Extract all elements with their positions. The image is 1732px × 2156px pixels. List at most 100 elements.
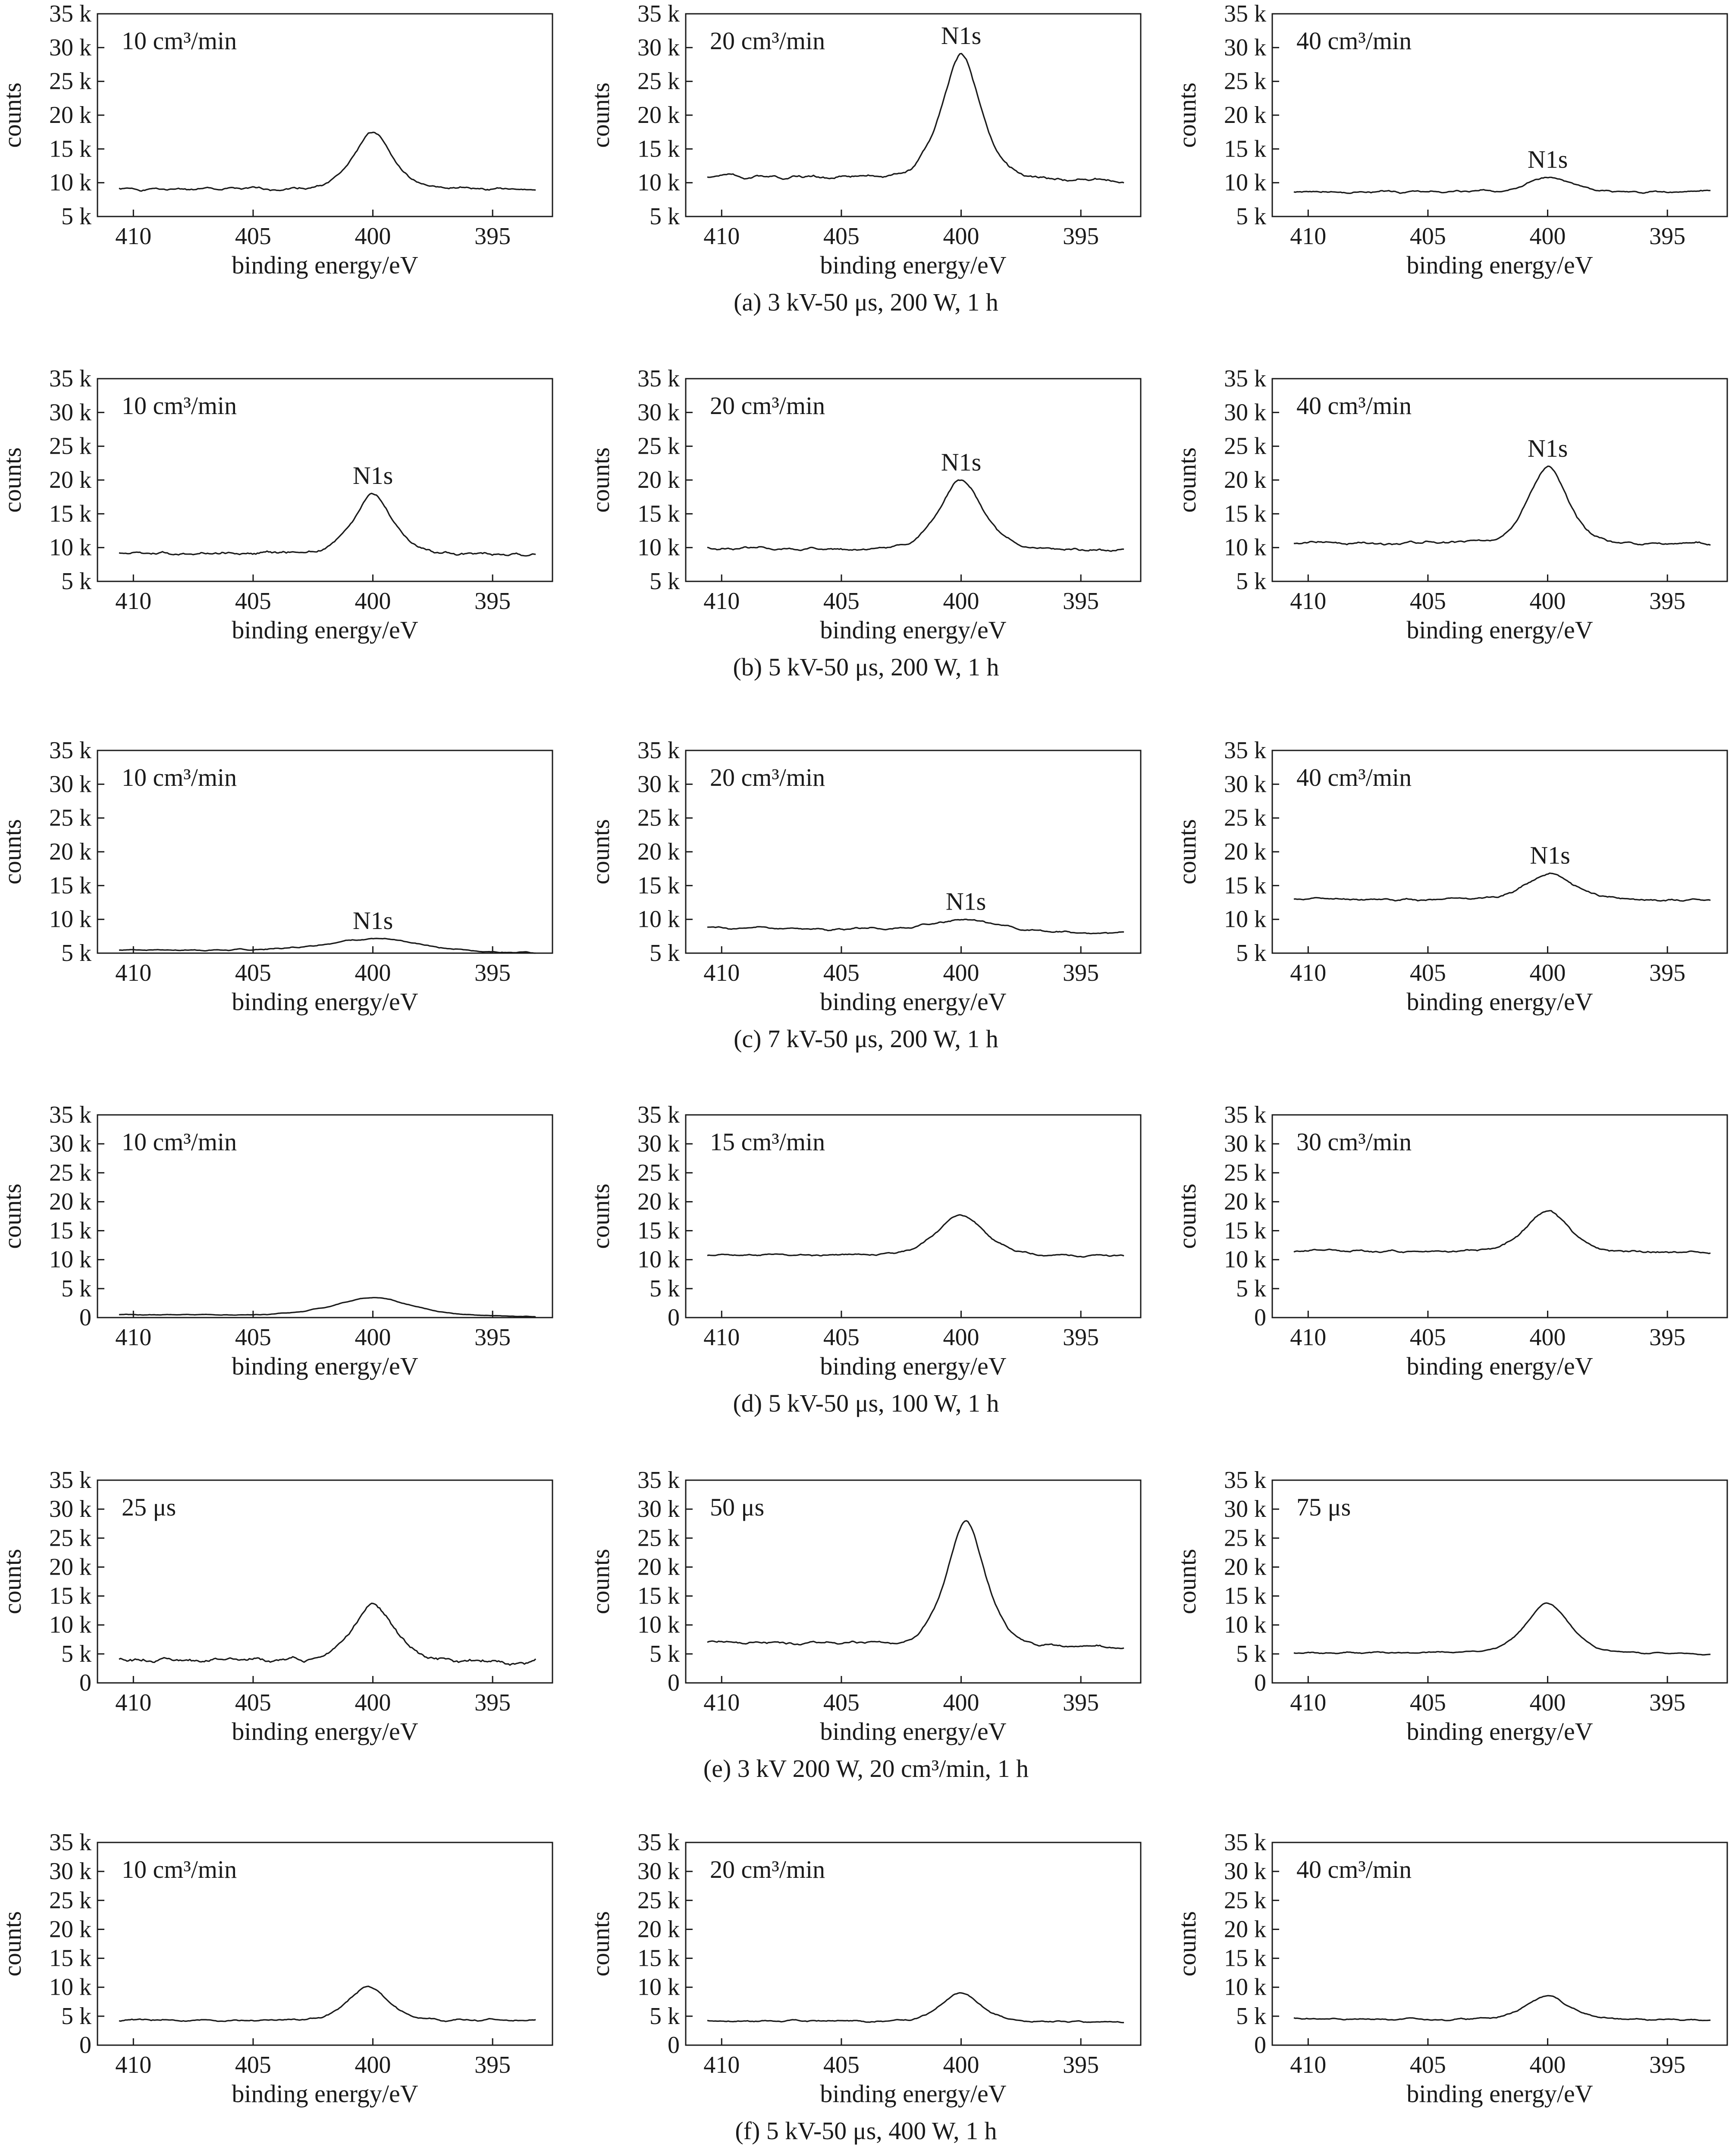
- y-tick-label: 10 k: [1224, 1612, 1266, 1638]
- x-tick-label: 410: [115, 1689, 151, 1716]
- y-tick-label: 20 k: [49, 467, 91, 493]
- y-tick-label: 25 k: [49, 805, 91, 832]
- y-tick-label: 10 k: [637, 169, 680, 196]
- y-tick-label: 15 k: [637, 500, 680, 527]
- row-caption: (f) 5 kV-50 μs, 400 W, 1 h: [735, 2117, 997, 2145]
- plot-frame: [97, 1114, 553, 1318]
- y-axis-label: counts: [1173, 82, 1201, 147]
- spectrum-line: [1293, 465, 1711, 546]
- y-axis-label: counts: [587, 1549, 615, 1614]
- y-tick-label: 5 k: [650, 1641, 680, 1667]
- y-tick-label: 10 k: [637, 1974, 680, 2001]
- panel-condition-label: 15 cm³/min: [710, 1128, 825, 1156]
- y-tick-label: 25 k: [637, 433, 680, 460]
- y-tick-label: 20 k: [1224, 1188, 1266, 1215]
- y-tick-label: 25 k: [49, 1159, 91, 1186]
- panel-condition-label: 75 μs: [1296, 1493, 1351, 1521]
- x-axis-label: binding energy/eV: [820, 1717, 1006, 1745]
- y-tick-label: 20 k: [1224, 1553, 1266, 1580]
- panel-condition-label: 10 cm³/min: [122, 1128, 237, 1156]
- x-tick-label: 405: [235, 2052, 271, 2078]
- y-tick-label: 15 k: [637, 872, 680, 899]
- peak-label: N1s: [946, 888, 986, 916]
- spectrum-line: [119, 493, 536, 557]
- x-axis-label: binding energy/eV: [820, 988, 1006, 1016]
- y-tick-label: 0: [668, 1670, 680, 1696]
- x-tick-label: 405: [823, 1689, 860, 1716]
- y-tick-label: 5 k: [61, 940, 91, 967]
- x-axis-label: binding energy/eV: [1406, 2080, 1593, 2108]
- y-axis-label: counts: [587, 82, 615, 147]
- y-tick-label: 35 k: [637, 737, 680, 764]
- y-tick-label: 0: [79, 1304, 91, 1331]
- y-axis-label: counts: [1173, 1549, 1201, 1614]
- x-tick-label: 395: [1063, 1689, 1099, 1716]
- x-tick-label: 410: [703, 1324, 740, 1351]
- peak-label: N1s: [1528, 434, 1568, 462]
- y-tick-label: 10 k: [1224, 1246, 1266, 1273]
- y-tick-label: 20 k: [637, 102, 680, 129]
- y-tick-label: 20 k: [49, 838, 91, 865]
- spectrum-panel: 5 k 10 k 15 k 20 k 25 k 30 k 35 k 410 405 400 395 b…: [587, 0, 1142, 279]
- y-tick-label: 35 k: [1224, 1102, 1266, 1128]
- y-tick-label: 25 k: [49, 1887, 91, 1914]
- y-tick-label: 10 k: [1224, 534, 1266, 561]
- x-axis-label: binding energy/eV: [1406, 988, 1593, 1016]
- spectrum-line: [707, 919, 1124, 935]
- x-tick-label: 410: [703, 2052, 740, 2078]
- y-tick-label: 20 k: [637, 1916, 680, 1943]
- panel-condition-label: 20 cm³/min: [710, 763, 825, 791]
- spectrum-line: [119, 1985, 536, 2022]
- x-tick-label: 395: [1649, 960, 1685, 986]
- y-tick-label: 25 k: [637, 1887, 680, 1914]
- x-tick-label: 395: [1649, 1324, 1685, 1351]
- y-tick-label: 25 k: [1224, 1525, 1266, 1551]
- y-tick-label: 30 k: [637, 771, 680, 797]
- y-tick-label: 35 k: [637, 365, 680, 392]
- x-tick-label: 400: [355, 2052, 391, 2078]
- y-tick-label: 15 k: [637, 1945, 680, 1972]
- y-tick-label: 25 k: [49, 68, 91, 95]
- peak-label: N1s: [353, 907, 393, 935]
- y-axis-label: counts: [1173, 1183, 1201, 1249]
- y-tick-label: 30 k: [1224, 399, 1266, 426]
- panel-condition-label: 30 cm³/min: [1296, 1128, 1412, 1156]
- y-tick-label: 0: [668, 1304, 680, 1331]
- y-tick-label: 30 k: [1224, 771, 1266, 797]
- y-axis-label: counts: [0, 1911, 26, 1976]
- y-tick-label: 5 k: [1236, 568, 1266, 595]
- y-tick-label: 5 k: [61, 568, 91, 595]
- x-tick-label: 405: [235, 588, 271, 615]
- panel-condition-label: 10 cm³/min: [122, 392, 237, 420]
- y-tick-label: 20 k: [1224, 1916, 1266, 1943]
- x-tick-label: 395: [1649, 1689, 1685, 1716]
- y-tick-label: 5 k: [650, 1275, 680, 1302]
- x-tick-label: 400: [355, 1689, 391, 1716]
- y-axis-label: counts: [587, 819, 615, 884]
- figure-row: 5 k 10 k 15 k 20 k 25 k 30 k 35 k 410 405 400 395 b…: [0, 737, 1728, 1053]
- y-tick-label: 30 k: [637, 1130, 680, 1157]
- x-tick-label: 410: [1290, 2052, 1326, 2078]
- y-tick-label: 10 k: [1224, 1974, 1266, 2001]
- x-tick-label: 410: [703, 1689, 740, 1716]
- plot-frame: [1271, 1114, 1728, 1318]
- y-tick-label: 30 k: [1224, 1858, 1266, 1885]
- y-tick-label: 25 k: [1224, 433, 1266, 460]
- y-tick-label: 10 k: [637, 1246, 680, 1273]
- x-tick-label: 400: [1530, 1689, 1566, 1716]
- plot-frame: [97, 1842, 553, 2046]
- y-tick-label: 15 k: [1224, 1218, 1266, 1244]
- x-tick-label: 400: [943, 1324, 979, 1351]
- y-tick-label: 10 k: [49, 1612, 91, 1638]
- y-axis-label: counts: [587, 447, 615, 512]
- y-axis-label: counts: [0, 819, 26, 884]
